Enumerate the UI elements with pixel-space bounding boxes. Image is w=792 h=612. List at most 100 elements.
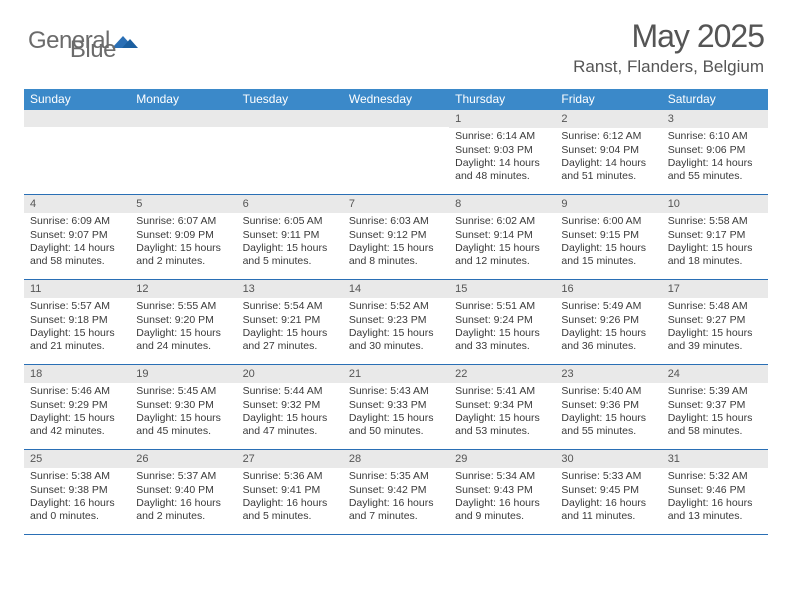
day-info-line: Sunrise: 5:39 AM (668, 385, 762, 398)
day-info-line: Sunrise: 5:44 AM (243, 385, 337, 398)
day-info-line: and 48 minutes. (455, 170, 549, 183)
day-number: 31 (662, 450, 768, 468)
day-number: 14 (343, 280, 449, 298)
dow-header: Wednesday (343, 89, 449, 110)
day-info-line: Sunrise: 5:32 AM (668, 470, 762, 483)
day-info-line: Daylight: 16 hours (349, 497, 443, 510)
day-info-line: and 8 minutes. (349, 255, 443, 268)
day-info-line: Daylight: 15 hours (243, 327, 337, 340)
calendar-cell: 30Sunrise: 5:33 AMSunset: 9:45 PMDayligh… (555, 450, 661, 534)
day-info-line: and 55 minutes. (561, 425, 655, 438)
day-info-line: Sunset: 9:43 PM (455, 484, 549, 497)
day-info-line: Sunrise: 5:40 AM (561, 385, 655, 398)
calendar-cell: 7Sunrise: 6:03 AMSunset: 9:12 PMDaylight… (343, 195, 449, 279)
day-info-line: Sunrise: 5:46 AM (30, 385, 124, 398)
day-info-line: Daylight: 15 hours (668, 412, 762, 425)
day-info-line: Sunrise: 5:34 AM (455, 470, 549, 483)
day-info-line: Sunset: 9:17 PM (668, 229, 762, 242)
day-info-line: Sunrise: 5:38 AM (30, 470, 124, 483)
day-info-line: and 7 minutes. (349, 510, 443, 523)
day-info-line: Sunset: 9:06 PM (668, 144, 762, 157)
calendar-cell: 25Sunrise: 5:38 AMSunset: 9:38 PMDayligh… (24, 450, 130, 534)
flag-icon (112, 30, 140, 52)
day-number: 16 (555, 280, 661, 298)
calendar-cell: 27Sunrise: 5:36 AMSunset: 9:41 PMDayligh… (237, 450, 343, 534)
calendar-cell: 29Sunrise: 5:34 AMSunset: 9:43 PMDayligh… (449, 450, 555, 534)
day-number: 12 (130, 280, 236, 298)
day-info-line: Sunset: 9:07 PM (30, 229, 124, 242)
day-info-line: and 55 minutes. (668, 170, 762, 183)
calendar-cell: 26Sunrise: 5:37 AMSunset: 9:40 PMDayligh… (130, 450, 236, 534)
dow-header: Friday (555, 89, 661, 110)
day-info-line: and 45 minutes. (136, 425, 230, 438)
day-number: 25 (24, 450, 130, 468)
day-number: 11 (24, 280, 130, 298)
calendar-cell: 31 Sunrise: 5:32 AMSunset: 9:46 PMDayligh… (662, 450, 768, 534)
day-info-line: Sunrise: 5:51 AM (455, 300, 549, 313)
dow-header-row: Sunday Monday Tuesday Wednesday Thursday… (24, 89, 768, 110)
calendar-cell: 22Sunrise: 5:41 AMSunset: 9:34 PMDayligh… (449, 365, 555, 449)
calendar-cell (130, 110, 236, 194)
day-number: 23 (555, 365, 661, 383)
calendar-week-row: 11Sunrise: 5:57 AMSunset: 9:18 PMDayligh… (24, 280, 768, 365)
day-info-line: Sunrise: 5:55 AM (136, 300, 230, 313)
day-info-line: Daylight: 15 hours (30, 327, 124, 340)
day-info-line: Daylight: 15 hours (561, 327, 655, 340)
day-info-line: Sunset: 9:45 PM (561, 484, 655, 497)
dow-header: Saturday (662, 89, 768, 110)
day-info-line: and 2 minutes. (136, 510, 230, 523)
day-info-line: Daylight: 15 hours (668, 242, 762, 255)
day-info-line: Sunset: 9:18 PM (30, 314, 124, 327)
day-number: 26 (130, 450, 236, 468)
day-number: 30 (555, 450, 661, 468)
day-number: 24 (662, 365, 768, 383)
day-info-line: Sunset: 9:29 PM (30, 399, 124, 412)
day-info-line: Sunrise: 6:03 AM (349, 215, 443, 228)
dow-header: Thursday (449, 89, 555, 110)
day-info-line: and 18 minutes. (668, 255, 762, 268)
dow-header: Tuesday (237, 89, 343, 110)
day-info-line: Sunset: 9:24 PM (455, 314, 549, 327)
day-info-line: Sunrise: 6:10 AM (668, 130, 762, 143)
day-info-line: Sunset: 9:09 PM (136, 229, 230, 242)
day-info-line: Daylight: 16 hours (243, 497, 337, 510)
calendar-cell: 5Sunrise: 6:07 AMSunset: 9:09 PMDaylight… (130, 195, 236, 279)
calendar-cell: 16Sunrise: 5:49 AMSunset: 9:26 PMDayligh… (555, 280, 661, 364)
day-number: 9 (555, 195, 661, 213)
day-info-line: Sunrise: 6:00 AM (561, 215, 655, 228)
day-info-line: Sunset: 9:14 PM (455, 229, 549, 242)
calendar-cell: 8Sunrise: 6:02 AMSunset: 9:14 PMDaylight… (449, 195, 555, 279)
month-title: May 2025 (573, 18, 764, 55)
day-info-line: Sunrise: 5:35 AM (349, 470, 443, 483)
day-info-line: Sunrise: 5:54 AM (243, 300, 337, 313)
calendar-week-row: 4Sunrise: 6:09 AMSunset: 9:07 PMDaylight… (24, 195, 768, 280)
calendar-week-row: 18Sunrise: 5:46 AMSunset: 9:29 PMDayligh… (24, 365, 768, 450)
day-number: 29 (449, 450, 555, 468)
day-info-line: Sunrise: 6:09 AM (30, 215, 124, 228)
day-number: 5 (130, 195, 236, 213)
calendar-cell: 15Sunrise: 5:51 AMSunset: 9:24 PMDayligh… (449, 280, 555, 364)
day-number: 8 (449, 195, 555, 213)
day-info-line: Sunrise: 5:58 AM (668, 215, 762, 228)
day-info-line: Sunrise: 5:49 AM (561, 300, 655, 313)
day-info-line: Daylight: 15 hours (349, 242, 443, 255)
calendar-cell: 14Sunrise: 5:52 AMSunset: 9:23 PMDayligh… (343, 280, 449, 364)
day-info-line: Daylight: 15 hours (243, 412, 337, 425)
day-info-line: Sunset: 9:34 PM (455, 399, 549, 412)
calendar-cell: 3Sunrise: 6:10 AMSunset: 9:06 PMDaylight… (662, 110, 768, 194)
day-info-line: and 9 minutes. (455, 510, 549, 523)
day-info-line: Daylight: 16 hours (668, 497, 762, 510)
day-info-line: Daylight: 14 hours (668, 157, 762, 170)
day-info-line: Daylight: 15 hours (243, 242, 337, 255)
day-info-line: Sunrise: 5:45 AM (136, 385, 230, 398)
day-number: 1 (449, 110, 555, 128)
calendar-cell (343, 110, 449, 194)
day-info-line: Sunrise: 6:02 AM (455, 215, 549, 228)
day-info-line: Sunset: 9:46 PM (668, 484, 762, 497)
day-info-line: Sunrise: 6:12 AM (561, 130, 655, 143)
brand-logo: General Blue (28, 18, 116, 64)
calendar-week-row: 1Sunrise: 6:14 AMSunset: 9:03 PMDaylight… (24, 110, 768, 195)
day-number: 10 (662, 195, 768, 213)
day-info-line: Sunset: 9:30 PM (136, 399, 230, 412)
day-number (24, 110, 130, 127)
